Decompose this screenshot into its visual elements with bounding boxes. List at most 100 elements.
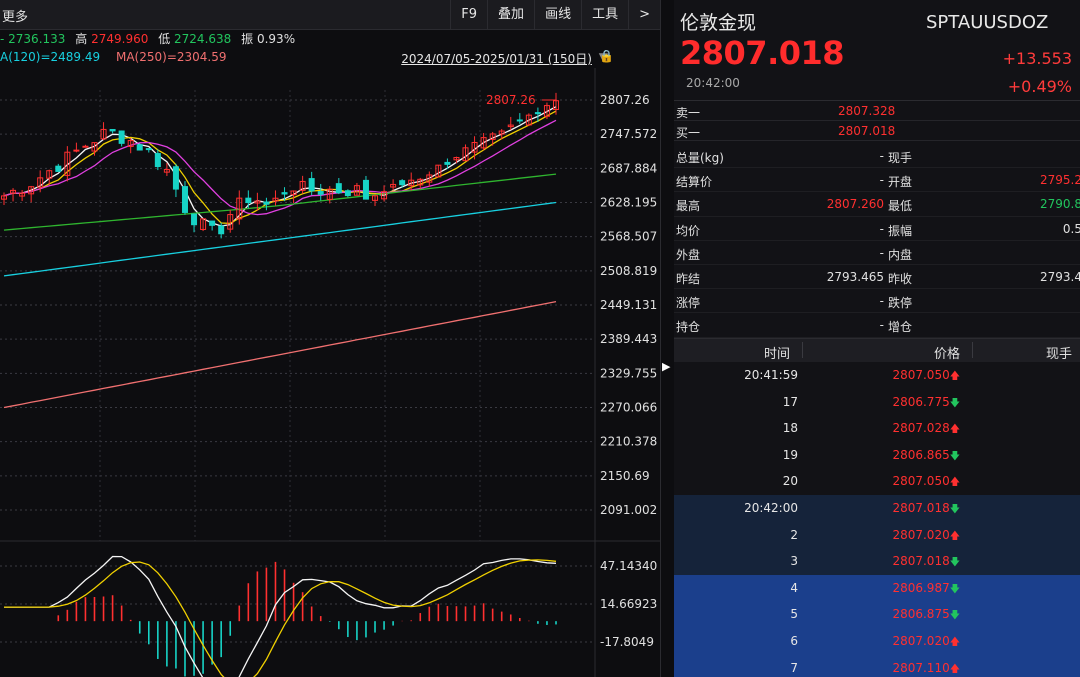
tick-price-value: 2806.875 (892, 607, 950, 622)
candle-body (19, 192, 26, 197)
candle-body (55, 165, 62, 172)
stats-value: 2790.8 (1040, 197, 1080, 212)
tick-row[interactable]: 5 2806.875🡇 (674, 601, 1080, 628)
candle-body (553, 100, 559, 110)
tick-price: 2807.050🡅 (892, 474, 960, 492)
ma120-label: A(120)=2489.49 (0, 50, 101, 64)
more-button[interactable]: 更多 (2, 10, 29, 25)
overlay-button[interactable]: 叠加 (487, 0, 534, 30)
kline-chart[interactable]: 2807.26 2747.572 2687.884 2628.195 2568.507 2… (0, 68, 660, 677)
stats-label: 昨收 (888, 271, 913, 286)
ma60-line (3, 173, 557, 231)
tick-time: 5 (790, 607, 798, 622)
date-range-selector[interactable]: 2024/07/05-2025/01/31 (150日) (401, 52, 592, 66)
tick-row[interactable]: 20 2807.050🡅 (674, 468, 1080, 495)
price-axis-tick: 2091.002 (600, 503, 657, 517)
price-axis-tick: 2150.69 (600, 469, 650, 483)
tick-row[interactable]: 20:41:59 2807.050🡅 (674, 362, 1080, 389)
panel-divider[interactable]: ▶ (660, 0, 674, 677)
tick-row[interactable]: 3 2807.018🡇 (674, 548, 1080, 575)
tick-row[interactable]: 2 2807.020🡅 (674, 521, 1080, 549)
tick-row[interactable]: 17 2806.775🡇 (674, 389, 1080, 416)
tick-row[interactable]: 18 2807.028🡅 (674, 415, 1080, 442)
tick-price-value: 2806.987 (892, 580, 950, 595)
candle-body (335, 183, 342, 194)
tick-row[interactable]: 4 2806.987🡇 (674, 574, 1080, 602)
candle-body (272, 197, 279, 202)
candle-body (181, 186, 188, 213)
bid-value: 2807.018 (838, 124, 896, 138)
candle-body (480, 137, 487, 149)
price-axis-tick: 2747.572 (600, 127, 657, 141)
candle-body (426, 174, 433, 183)
f9-button[interactable]: F9 (450, 0, 487, 30)
arrow-down-icon: 🡇 (949, 610, 960, 622)
tools-button[interactable]: 工具 (581, 0, 628, 30)
tick-time: 17 (782, 394, 798, 409)
candle-body (362, 179, 369, 200)
stats-row: 昨结 2793.465 昨收 2793.4 (674, 265, 1080, 290)
tick-row[interactable]: 19 2806.865🡇 (674, 442, 1080, 469)
tick-time: 7 (790, 660, 798, 675)
ticks-header-price: 价格 (934, 347, 961, 362)
ohlc-info: - 2736.133 高 2749.960 低 2724.638 振 0.93% (0, 30, 295, 48)
candle-body (471, 141, 478, 153)
tick-price-value: 2807.028 (892, 421, 950, 436)
candle-body (381, 191, 388, 200)
tick-row[interactable]: 6 2807.020🡅 (674, 627, 1080, 655)
candle-body (163, 169, 170, 173)
arrow-down-icon: 🡇 (949, 503, 960, 515)
stats-table: 总量(kg) - 现手 结算价 - 开盘 2795.2 最高 2807.260 最低 2790.8 均… (674, 144, 1080, 338)
candle-body (507, 124, 514, 128)
ma20-line (3, 119, 557, 216)
expand-arrow-button[interactable]: > (628, 0, 660, 30)
stats-row: 涨停 - 跌停 (674, 289, 1080, 314)
draw-line-button[interactable]: 画线 (534, 0, 581, 30)
ticks-list: 20:41:59 2807.050🡅 17 2806.775🡇 18 2807.028🡅 1… (674, 362, 1080, 677)
candle-body (326, 188, 333, 200)
ma120-line (3, 201, 557, 277)
tick-time: 2 (790, 527, 798, 542)
candle-body (462, 147, 469, 162)
stats-label: 均价 (676, 223, 701, 238)
stats-label: 涨停 (676, 296, 701, 311)
stats-label: 现手 (888, 151, 913, 165)
tick-price-value: 2807.018 (892, 554, 950, 569)
tick-price: 2807.018🡇 (892, 554, 960, 572)
stats-value: 2795.2 (1040, 173, 1080, 188)
max-price-label: 2807.26 (486, 93, 536, 107)
stats-label: 跌停 (888, 296, 913, 311)
tick-price: 2807.028🡅 (892, 421, 960, 439)
tick-price: 2807.020🡅 (892, 528, 960, 546)
tick-row[interactable]: 7 2807.110🡅 (674, 654, 1080, 677)
candle-body (489, 133, 496, 140)
kline-chart-area[interactable]: 2807.26 2747.572 2687.884 2628.195 2568.507 2… (0, 68, 660, 677)
candle-body (543, 105, 550, 117)
ask-label: 卖一 (676, 106, 701, 120)
stats-label: 结算价 (676, 175, 713, 190)
candle-body (525, 114, 532, 126)
open-prefix: - (0, 32, 9, 46)
candle-body (73, 149, 80, 152)
candle-body (28, 186, 35, 195)
candle-body (136, 144, 143, 151)
tick-price: 2806.865🡇 (892, 448, 960, 466)
tick-price: 2807.110🡅 (892, 661, 960, 677)
stats-label: 振幅 (888, 223, 913, 238)
dropdown-triangle-icon[interactable]: ▼ (598, 50, 608, 64)
collapse-arrow-icon[interactable]: ▶ (662, 360, 671, 373)
stats-value: - (879, 318, 884, 333)
arrow-down-icon: 🡇 (949, 557, 960, 569)
price-change: +13.553 (1002, 49, 1072, 68)
lock-icon[interactable]: 🔒 (599, 49, 614, 63)
arrow-up-icon: 🡅 (949, 371, 960, 382)
price-axis-tick: 2389.443 (600, 332, 657, 346)
tick-row[interactable]: 20:42:00 2807.018🡇 (674, 494, 1080, 522)
ask-value: 2807.328 (838, 104, 896, 118)
candle-body (417, 178, 424, 186)
high-label: 高 (75, 32, 88, 46)
stats-label: 最低 (888, 199, 913, 214)
arrow-down-icon: 🡇 (949, 397, 960, 409)
candle-body (308, 178, 315, 192)
stats-value: 0.5 (1062, 221, 1080, 236)
